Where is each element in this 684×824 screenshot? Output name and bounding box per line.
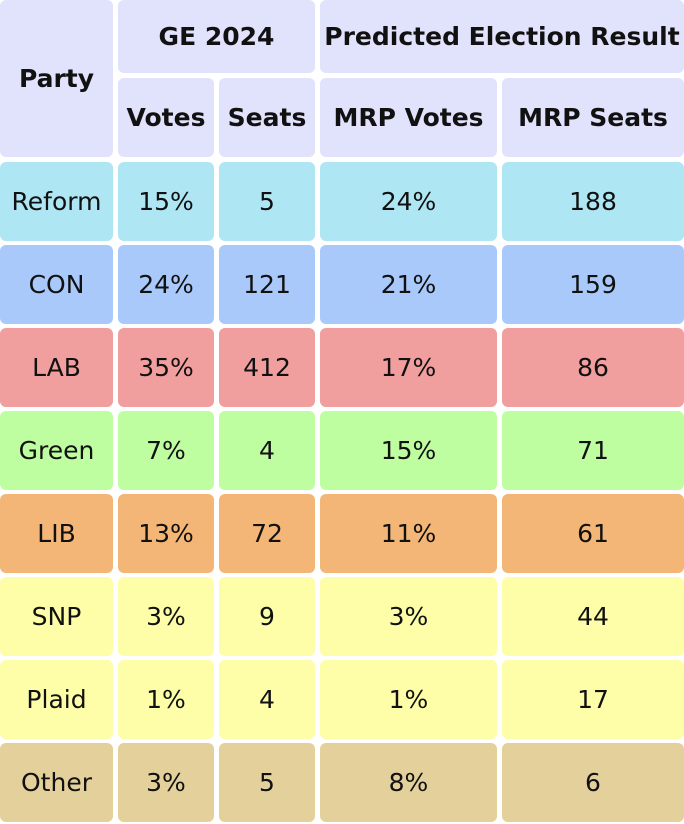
party-cell: LIB [0,494,113,573]
mrp-votes-cell: 21% [320,245,497,324]
votes-cell: 15% [118,162,214,241]
party-cell: CON [0,245,113,324]
votes-cell: 3% [118,577,214,656]
votes-cell: 24% [118,245,214,324]
seats-cell: 72 [219,494,315,573]
mrp-votes-cell: 3% [320,577,497,656]
votes-cell: 3% [118,743,214,822]
mrp-votes-cell: 15% [320,411,497,490]
mrp-votes-cell: 11% [320,494,497,573]
header-predicted-result-group: Predicted Election Result [320,0,684,73]
mrp-votes-cell: 1% [320,660,497,739]
mrp-seats-cell: 159 [502,245,684,324]
party-cell: SNP [0,577,113,656]
party-cell: Plaid [0,660,113,739]
header-seats: Seats [219,78,315,157]
mrp-votes-cell: 24% [320,162,497,241]
header-ge-2024-group: GE 2024 [118,0,315,73]
seats-cell: 4 [219,411,315,490]
header-mrp-votes: MRP Votes [320,78,497,157]
party-cell: LAB [0,328,113,407]
mrp-seats-cell: 188 [502,162,684,241]
votes-cell: 13% [118,494,214,573]
header-mrp-seats: MRP Seats [502,78,684,157]
mrp-seats-cell: 44 [502,577,684,656]
party-cell: Green [0,411,113,490]
votes-cell: 7% [118,411,214,490]
mrp-seats-cell: 61 [502,494,684,573]
party-cell: Other [0,743,113,822]
mrp-votes-cell: 8% [320,743,497,822]
seats-cell: 4 [219,660,315,739]
seats-cell: 121 [219,245,315,324]
seats-cell: 5 [219,743,315,822]
mrp-seats-cell: 71 [502,411,684,490]
seats-cell: 9 [219,577,315,656]
party-cell: Reform [0,162,113,241]
votes-cell: 1% [118,660,214,739]
mrp-seats-cell: 17 [502,660,684,739]
votes-cell: 35% [118,328,214,407]
mrp-votes-cell: 17% [320,328,497,407]
seats-cell: 412 [219,328,315,407]
header-votes: Votes [118,78,214,157]
mrp-seats-cell: 86 [502,328,684,407]
header-party: Party [0,0,113,157]
seats-cell: 5 [219,162,315,241]
mrp-seats-cell: 6 [502,743,684,822]
